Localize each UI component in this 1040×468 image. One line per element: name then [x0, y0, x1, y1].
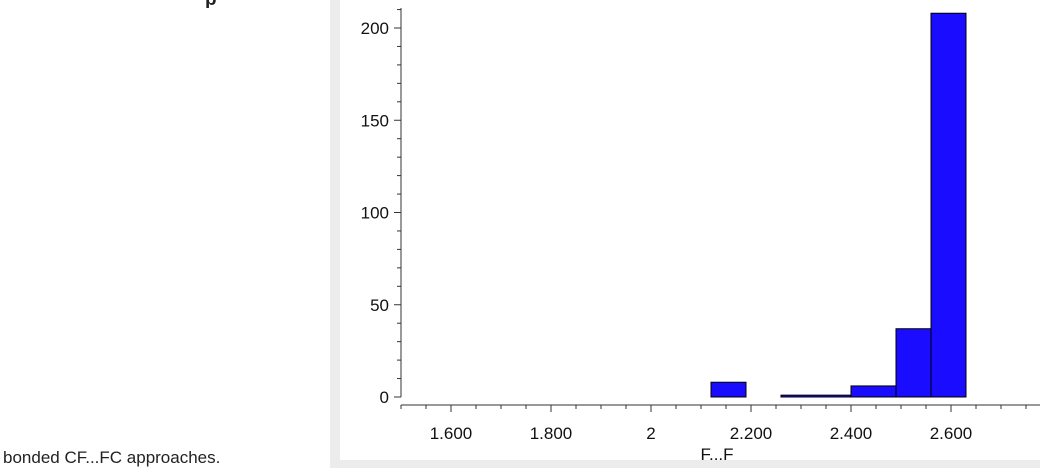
histogram-bar-2 — [850, 385, 897, 398]
y-tick-label: 0 — [380, 388, 389, 407]
histogram-bar-1 — [780, 394, 852, 398]
histogram-bar-3 — [895, 328, 932, 398]
x-tick-label: 2.600 — [930, 424, 973, 443]
y-tick-label: 200 — [361, 19, 389, 38]
y-tick-label: 100 — [361, 204, 389, 223]
x-tick-label: 2.200 — [730, 424, 773, 443]
x-tick-label: 1.800 — [530, 424, 573, 443]
x-axis-label: F...F — [700, 445, 733, 464]
axes-layer: 0 50 100 150 200 1.600 1.800 2 2.200 2.400 2.600 — [361, 8, 1040, 443]
histogram-bar-0 — [710, 381, 747, 398]
x-tick-label: 1.600 — [430, 424, 473, 443]
bars-layer — [710, 12, 967, 398]
x-tick-label: 2 — [646, 424, 655, 443]
caption-text: bonded CF...FC approaches. — [3, 448, 221, 467]
x-tick-label: 2.400 — [830, 424, 873, 443]
y-tick-label: 150 — [361, 111, 389, 130]
y-tick-label: 50 — [370, 296, 389, 315]
histogram-bar-4 — [930, 12, 967, 398]
top-fragment-bold: p — [205, 0, 217, 8]
